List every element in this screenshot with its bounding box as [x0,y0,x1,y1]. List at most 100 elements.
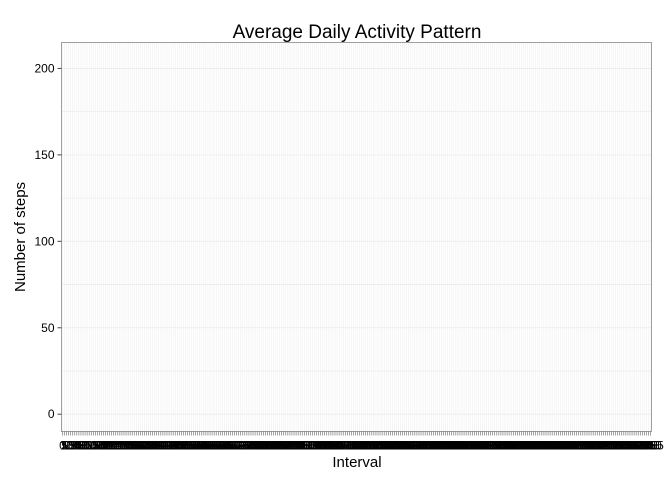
x-tick-label: 625 [210,439,230,453]
x-tick-label: 355 [149,439,169,453]
x-tick-label: 100 [77,439,97,453]
x-tick-label: 740 [241,439,261,453]
x-tick-label: 1635 [457,439,484,453]
x-tick-label: 1910 [520,439,547,453]
x-tick-label: 1925 [526,439,553,453]
x-tick-label: 2350 [635,439,662,453]
x-tick-label: 1110 [325,439,350,453]
x-tick-label: 2150 [586,439,613,453]
x-tick-label: 750 [245,439,265,453]
x-tick-label: 105 [79,439,99,453]
x-tick-label: 2010 [545,439,572,453]
x-tick-label: 835 [264,439,284,453]
x-tick-label: 2005 [543,439,570,453]
x-tick-label: 130 [89,439,109,453]
y-tick-label: 0 [48,407,55,421]
x-tick-label: 1155 [343,439,369,453]
grid [61,42,652,432]
x-tick-label: 1320 [377,439,404,453]
x-tick-label: 1050 [315,439,342,453]
x-tick-label: 1650 [463,439,490,453]
x-tick-label: 1310 [373,439,400,453]
x-tick-label: 950 [294,439,314,453]
x-tick-label: 1615 [449,439,476,453]
x-tick-label: 330 [139,439,159,453]
x-tick-label: 855 [272,439,292,453]
x-tick-label: 600 [200,439,220,453]
x-tick-label: 610 [204,439,224,453]
x-tick-label: 1040 [311,439,338,453]
x-tick-label: 830 [261,439,281,453]
plot-panel-background [61,42,652,432]
y-tick-label: 50 [41,321,55,335]
x-tick-label: 345 [145,439,165,453]
x-tick-label: 1500 [418,439,445,453]
y-tick-label: 100 [34,234,54,248]
x-tick-label: 1330 [381,439,408,453]
x-tick-label: 30 [68,439,82,453]
y-tick-label: 200 [34,61,54,75]
x-tick-label: 705 [227,439,247,453]
x-tick-label: 325 [137,439,157,453]
x-tick-label: 200 [102,439,122,453]
x-tick-label: 840 [266,439,286,453]
x-tick-label: 2245 [608,439,635,453]
x-tick-label: 1740 [483,439,510,453]
x-tick-label: 1550 [438,439,465,453]
x-tick-label: 1710 [471,439,498,453]
x-tick-label: 2240 [606,439,633,453]
x-tick-label: 955 [296,439,316,453]
x-tick-label: 900 [274,439,294,453]
x-tick-label: 1445 [412,439,439,453]
x-tick-label: 420 [159,439,179,453]
x-tick-label: 125 [87,439,107,453]
x-tick-label: 455 [173,439,193,453]
x-tick-label: 530 [188,439,208,453]
x-tick-label: 2255 [613,439,640,453]
x-tick-label: 500 [175,439,195,453]
x-tick-label: 0 [59,439,66,453]
y-axis-label: Number of steps [12,182,29,292]
x-tick-label: 2125 [576,439,603,453]
x-tick-label: 1220 [352,439,379,453]
x-axis: 0510152025303540455055100105110115120125… [59,431,664,453]
x-tick-label: 655 [223,439,243,453]
chart-title: Average Daily Activity Pattern [233,22,482,43]
x-tick-label: 755 [247,439,267,453]
x-tick-label: 1730 [479,439,506,453]
x-tick-label: 410 [155,439,175,453]
x-tick-label: 1800 [492,439,519,453]
x-tick-label: 2235 [604,439,631,453]
x-tick-label: 1135 [334,439,360,453]
x-tick-label: 1620 [451,439,478,453]
x-tick-label: 1915 [522,439,549,453]
x-tick-label: 1530 [430,439,457,453]
x-tick-label: 50 [76,439,90,453]
x-tick-label: 1210 [348,439,375,453]
y-tick-label: 150 [34,148,54,162]
x-tick-label: 630 [212,439,232,453]
x-tick-label: 2320 [623,439,650,453]
x-tick-label: 1255 [367,439,394,453]
x-tick-label: 1340 [385,439,412,453]
x-tick-label: 145 [96,439,116,453]
x-tick-label: 450 [171,439,191,453]
x-tick-label: 545 [194,439,214,453]
x-tick-label: 1700 [467,439,494,453]
x-tick-label: 1455 [416,439,443,453]
x-tick-label: 1810 [496,439,523,453]
x-tick-label: 720 [233,439,253,453]
x-tick-label: 1010 [299,439,326,453]
x-tick-label: 250 [122,439,142,453]
x-tick-label: 520 [184,439,204,453]
x-tick-label: 1300 [369,439,396,453]
x-tick-label: 1325 [379,439,406,453]
x-tick-label: 1420 [402,439,429,453]
x-tick-label: 2145 [584,439,611,453]
x-tick-label: 440 [167,439,187,453]
x-tick-label: 620 [208,439,228,453]
x-tick-label: 1610 [447,439,474,453]
x-tick-label: 2045 [559,439,586,453]
x-tick-label: 1950 [537,439,564,453]
x-tick-label: 135 [91,439,111,453]
